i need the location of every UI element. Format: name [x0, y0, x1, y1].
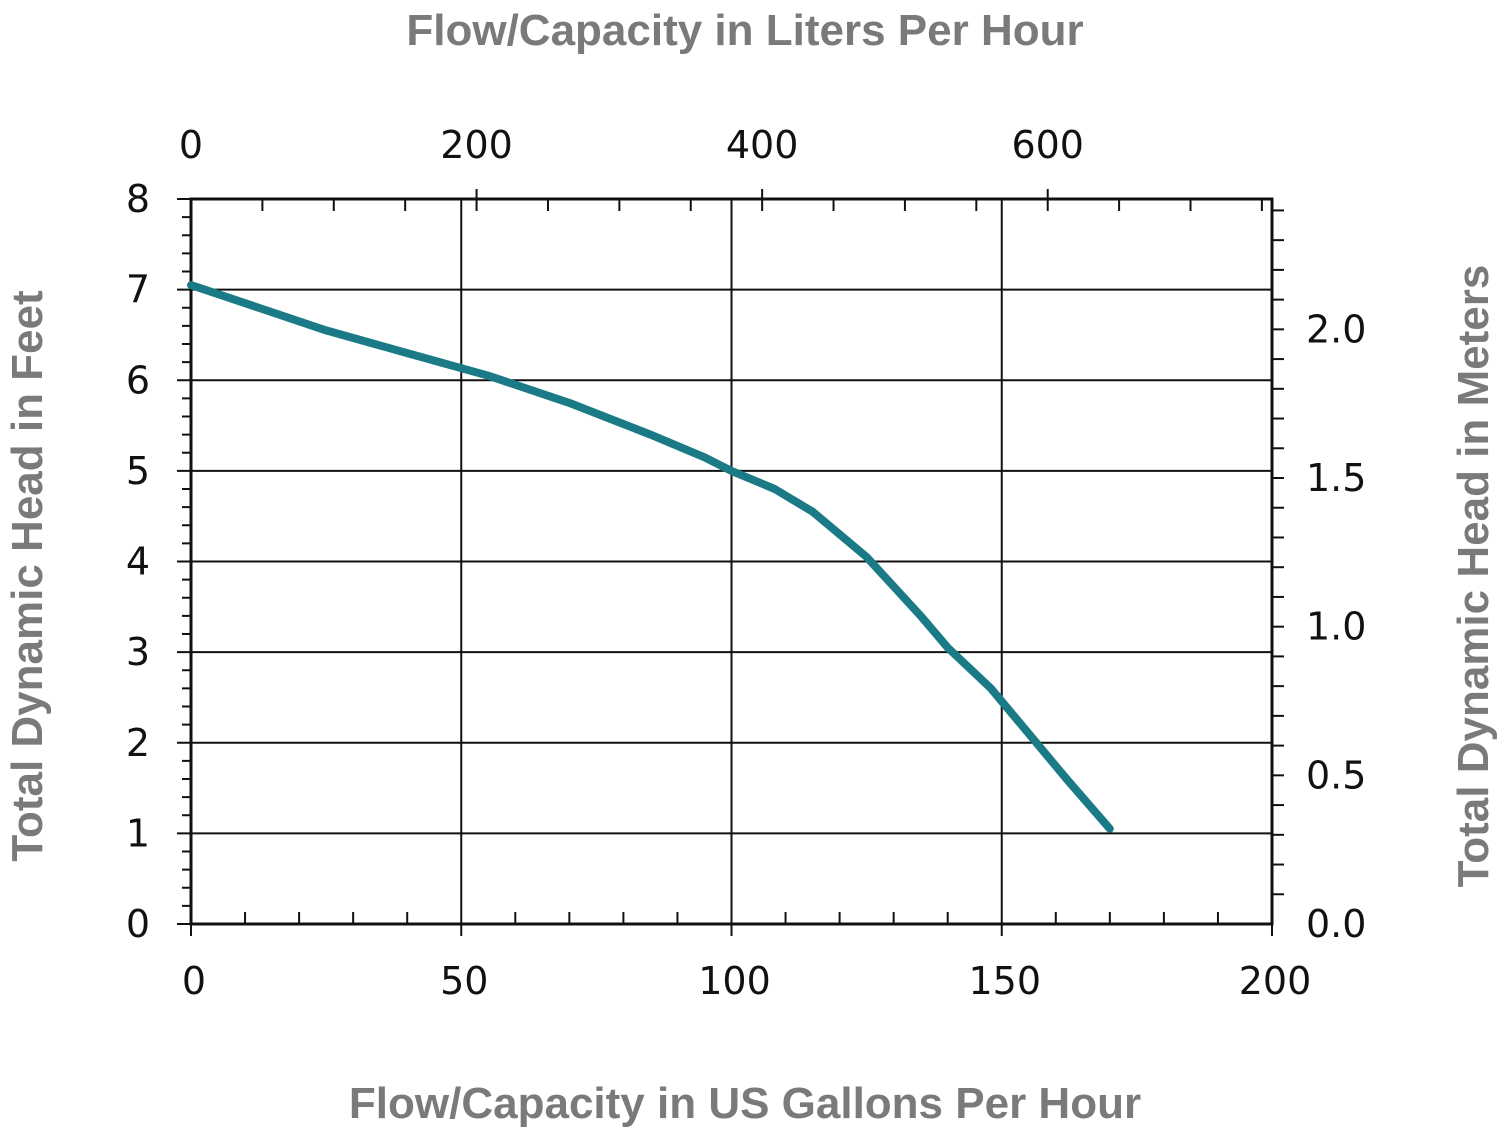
y-left-tick-label: 6	[126, 358, 150, 402]
y-left-tick-label: 3	[126, 630, 150, 674]
series-line	[187, 281, 1114, 833]
x-top-tick-label: 400	[726, 123, 799, 167]
grid-lines	[191, 199, 1272, 924]
tick-labels: 0 50 100 150 200 0 200 400 600 0 1 2 3 4 5 6 7 8 0.0 0.5 1.0…	[126, 123, 1367, 1003]
y-right-tick-label: 1.0	[1306, 605, 1366, 649]
y-left-tick-label: 0	[126, 902, 150, 946]
x-bottom-axis-title: Flow/Capacity in US Gallons Per Hour	[349, 1079, 1141, 1128]
x-top-tick-label: 0	[179, 123, 203, 167]
x-bottom-tick-label: 150	[968, 959, 1041, 1003]
y-left-tick-label: 1	[126, 811, 150, 855]
x-bottom-tick-label: 0	[182, 959, 206, 1003]
x-top-tick-label: 600	[1011, 123, 1084, 167]
x-bottom-tick-label: 100	[698, 959, 771, 1003]
series-layer	[187, 281, 1114, 833]
y-left-tick-label: 7	[126, 268, 150, 312]
plot-frame	[189, 197, 1274, 926]
y-right-tick-label: 2.0	[1306, 307, 1366, 351]
y-right-tick-label: 0.0	[1306, 902, 1366, 946]
x-top-tick-label: 200	[440, 123, 513, 167]
x-top-axis-title: Flow/Capacity in Liters Per Hour	[406, 6, 1083, 55]
y-right-axis-title: Total Dynamic Head in Meters	[1449, 265, 1498, 888]
y-left-tick-label: 2	[126, 721, 150, 765]
y-right-tick-label: 0.5	[1306, 753, 1366, 797]
x-bottom-tick-label: 50	[440, 959, 488, 1003]
y-right-tick-label: 1.5	[1306, 456, 1366, 500]
y-left-axis-title: Total Dynamic Head in Feet	[3, 290, 52, 862]
x-bottom-tick-label: 200	[1239, 959, 1312, 1003]
y-left-tick-label: 8	[126, 177, 150, 221]
y-left-tick-label: 5	[126, 449, 150, 493]
y-left-tick-label: 4	[126, 540, 150, 584]
